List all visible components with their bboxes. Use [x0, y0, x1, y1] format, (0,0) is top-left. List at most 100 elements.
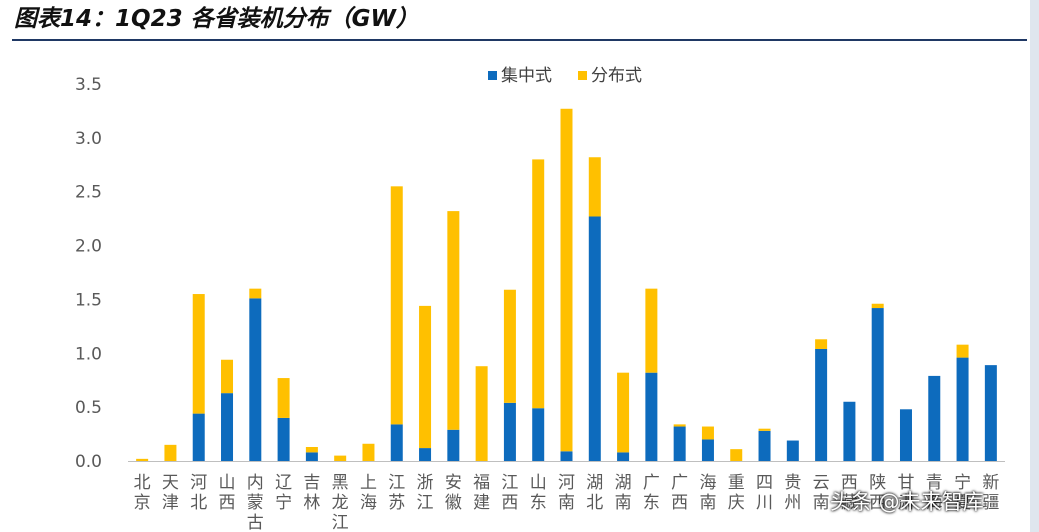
x-tick-label: 上海 [360, 473, 377, 513]
x-tick-label: 海南 [699, 473, 716, 513]
chart-legend: 集中式 分布式 [488, 66, 642, 86]
bar-centralized-24 [815, 348, 828, 461]
bar-centralized-29 [956, 357, 969, 461]
bar-centralized-27 [899, 409, 912, 461]
bar-centralized-16 [588, 216, 601, 461]
x-tick-label: 山东 [530, 473, 547, 513]
bar-centralized-11 [447, 429, 460, 461]
bar-distributed-7 [334, 455, 347, 461]
bar-distributed-13 [503, 289, 516, 403]
y-tick-label: 0.5 [75, 398, 102, 418]
bar-distributed-21 [730, 449, 743, 461]
y-tick-label: 0.0 [75, 452, 102, 472]
bar-centralized-15 [560, 451, 573, 461]
bar-centralized-30 [984, 365, 997, 461]
x-tick-label: 浙江 [417, 473, 434, 513]
bar-distributed-26 [871, 303, 884, 309]
x-tick-label: 重庆 [728, 473, 745, 513]
x-tick-label: 贵州 [784, 473, 801, 513]
bar-centralized-25 [843, 401, 856, 461]
x-tick-label: 湖北 [586, 473, 603, 513]
bar-centralized-22 [758, 430, 771, 461]
bar-distributed-8 [362, 443, 375, 461]
legend-swatch-0 [488, 71, 497, 80]
bar-series [136, 108, 997, 461]
x-tick-label: 宁夏 [954, 473, 971, 513]
x-tick-label: 陕西 [869, 473, 886, 513]
bar-centralized-19 [673, 426, 686, 461]
bar-centralized-10 [419, 448, 432, 461]
y-tick-label: 2.0 [75, 237, 102, 257]
bar-distributed-2 [192, 294, 205, 414]
bar-centralized-28 [928, 375, 941, 461]
legend-swatch-1 [578, 71, 587, 80]
x-tick-label: 安徽 [445, 473, 462, 513]
x-tick-label: 青海 [926, 473, 943, 513]
y-tick-label: 3.0 [75, 129, 102, 149]
bar-distributed-4 [249, 288, 262, 299]
bar-centralized-14 [532, 408, 545, 461]
x-tick-label: 广西 [671, 473, 688, 513]
bar-distributed-24 [815, 339, 828, 349]
y-tick-label: 2.5 [75, 183, 102, 203]
bar-centralized-5 [277, 417, 290, 461]
x-tick-label: 内蒙古 [247, 473, 264, 532]
bar-distributed-6 [305, 446, 318, 453]
watermark: 头条 @未来智库 [830, 490, 984, 514]
bar-centralized-6 [305, 452, 318, 461]
y-tick-label: 1.5 [75, 290, 102, 310]
bar-centralized-18 [645, 372, 658, 461]
x-tick-label: 广东 [643, 473, 660, 513]
bar-distributed-9 [390, 186, 403, 425]
bar-distributed-0 [136, 458, 149, 461]
y-axis-tick-labels: 0.0 0.5 1.0 1.5 2.0 2.5 3.0 3.5 [75, 75, 102, 472]
bar-distributed-11 [447, 211, 460, 430]
x-tick-label: 四川 [756, 473, 773, 513]
x-tick-label: 江西 [501, 473, 518, 513]
bar-centralized-2 [192, 413, 205, 461]
bar-centralized-3 [221, 393, 234, 461]
x-tick-label: 新疆 [982, 473, 999, 513]
bar-centralized-20 [701, 439, 714, 461]
x-tick-label: 吉林 [303, 473, 320, 513]
bar-distributed-17 [617, 372, 630, 453]
legend-label-0: 集中式 [501, 66, 552, 86]
x-tick-label: 山西 [219, 473, 236, 513]
bar-distributed-29 [956, 344, 969, 358]
bar-distributed-19 [673, 424, 686, 427]
bar-distributed-14 [532, 159, 545, 409]
x-tick-label: 黑龙江 [332, 473, 349, 532]
page-title: 图表14：1Q23 各省装机分布（GW） [14, 6, 419, 32]
bar-distributed-10 [419, 305, 432, 449]
x-tick-label: 西藏 [841, 473, 858, 513]
x-tick-label: 辽宁 [275, 473, 292, 513]
bar-distributed-18 [645, 288, 658, 373]
bar-centralized-23 [786, 440, 799, 461]
x-tick-label: 江苏 [388, 473, 405, 513]
x-tick-label: 福建 [473, 473, 490, 513]
bar-distributed-5 [277, 378, 290, 418]
bar-distributed-3 [221, 359, 234, 394]
x-tick-label: 甘肃 [897, 473, 914, 513]
title-divider [12, 39, 1027, 41]
bar-distributed-15 [560, 108, 573, 452]
bar-distributed-12 [475, 366, 488, 461]
bar-centralized-4 [249, 298, 262, 461]
bar-centralized-26 [871, 308, 884, 461]
y-tick-label: 3.5 [75, 75, 102, 95]
bar-distributed-16 [588, 157, 601, 217]
bar-centralized-13 [503, 402, 516, 461]
x-tick-label: 天津 [162, 473, 179, 513]
legend-label-1: 分布式 [591, 66, 642, 86]
x-tick-label: 云南 [813, 473, 830, 513]
page-edge-strip [1030, 0, 1039, 532]
x-tick-label: 湖南 [615, 473, 632, 513]
x-tick-label: 北京 [134, 473, 151, 513]
y-tick-label: 1.0 [75, 344, 102, 364]
bar-centralized-17 [617, 452, 630, 461]
x-tick-label: 河南 [558, 473, 575, 513]
bar-distributed-22 [758, 428, 771, 431]
bar-distributed-20 [701, 426, 714, 440]
bar-centralized-9 [390, 424, 403, 461]
